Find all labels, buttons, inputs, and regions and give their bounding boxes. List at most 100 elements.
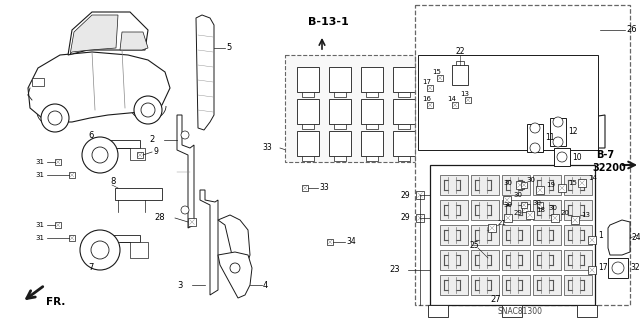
- Bar: [526, 211, 534, 219]
- Bar: [471, 175, 499, 195]
- Circle shape: [612, 262, 624, 274]
- Text: 7: 7: [88, 263, 93, 272]
- Polygon shape: [608, 220, 630, 255]
- Text: 29: 29: [514, 210, 523, 216]
- Bar: [571, 216, 579, 224]
- Bar: [361, 131, 383, 156]
- Bar: [393, 67, 415, 92]
- Text: 28: 28: [154, 213, 165, 222]
- Text: 14: 14: [588, 175, 597, 181]
- Text: 8: 8: [110, 177, 115, 187]
- Bar: [578, 179, 586, 187]
- Circle shape: [91, 241, 109, 259]
- Bar: [55, 159, 61, 165]
- Polygon shape: [200, 190, 218, 295]
- Bar: [533, 175, 561, 195]
- Bar: [521, 202, 527, 208]
- Bar: [289, 152, 295, 158]
- Bar: [471, 200, 499, 220]
- Bar: [393, 131, 415, 156]
- Bar: [55, 222, 61, 228]
- Text: 29: 29: [401, 213, 410, 222]
- Text: 14: 14: [447, 96, 456, 102]
- Bar: [564, 225, 592, 245]
- Circle shape: [80, 230, 120, 270]
- Bar: [297, 99, 319, 124]
- Bar: [521, 182, 527, 188]
- Bar: [334, 92, 346, 97]
- Bar: [564, 250, 592, 270]
- Bar: [393, 99, 415, 124]
- Bar: [329, 67, 351, 92]
- Polygon shape: [218, 252, 252, 298]
- Text: 33: 33: [319, 183, 329, 192]
- Bar: [115, 188, 162, 200]
- Bar: [551, 214, 559, 222]
- Bar: [440, 175, 468, 195]
- Bar: [327, 239, 333, 245]
- Polygon shape: [425, 115, 605, 148]
- Bar: [418, 55, 598, 150]
- Polygon shape: [120, 32, 148, 50]
- Text: 6: 6: [88, 130, 93, 139]
- Text: 13: 13: [581, 212, 590, 218]
- Bar: [130, 242, 148, 258]
- Bar: [416, 214, 424, 222]
- Circle shape: [553, 137, 563, 147]
- Text: 23: 23: [389, 265, 400, 275]
- Text: FR.: FR.: [46, 297, 65, 307]
- Bar: [32, 78, 44, 86]
- Bar: [502, 275, 530, 295]
- Bar: [398, 124, 410, 129]
- Bar: [366, 124, 378, 129]
- Bar: [502, 250, 530, 270]
- Polygon shape: [68, 12, 148, 55]
- Text: 25: 25: [470, 241, 479, 249]
- Polygon shape: [196, 15, 214, 130]
- Bar: [471, 275, 499, 295]
- Circle shape: [181, 206, 189, 214]
- Text: 27: 27: [490, 295, 500, 305]
- Bar: [471, 250, 499, 270]
- Circle shape: [530, 123, 540, 133]
- Bar: [502, 200, 530, 220]
- Bar: [536, 186, 544, 194]
- Text: 19: 19: [546, 182, 555, 188]
- Circle shape: [181, 131, 189, 139]
- Bar: [302, 185, 308, 191]
- Bar: [100, 235, 140, 242]
- Bar: [188, 218, 196, 226]
- Text: 32200: 32200: [592, 163, 626, 173]
- Polygon shape: [177, 115, 194, 228]
- Bar: [100, 140, 140, 148]
- Circle shape: [82, 137, 118, 173]
- Bar: [465, 97, 471, 103]
- Bar: [366, 156, 378, 161]
- Bar: [588, 236, 596, 244]
- Text: 17: 17: [598, 263, 607, 272]
- Text: 30: 30: [513, 192, 522, 198]
- Bar: [428, 305, 448, 317]
- Text: B-13-1: B-13-1: [308, 17, 349, 27]
- Text: 32: 32: [630, 263, 639, 272]
- Polygon shape: [70, 15, 118, 55]
- Bar: [533, 250, 561, 270]
- Bar: [564, 175, 592, 195]
- Bar: [398, 92, 410, 97]
- Bar: [577, 305, 597, 317]
- Text: 22: 22: [455, 48, 465, 56]
- Bar: [488, 224, 496, 232]
- Bar: [427, 85, 433, 91]
- Circle shape: [230, 263, 240, 273]
- Bar: [69, 172, 75, 178]
- Bar: [334, 156, 346, 161]
- Bar: [137, 152, 143, 158]
- Text: 31: 31: [35, 235, 44, 241]
- Bar: [564, 200, 592, 220]
- Text: 30: 30: [503, 180, 512, 186]
- Bar: [440, 225, 468, 245]
- Text: 1: 1: [598, 231, 603, 240]
- Bar: [302, 92, 314, 97]
- Bar: [297, 67, 319, 92]
- Polygon shape: [28, 52, 170, 122]
